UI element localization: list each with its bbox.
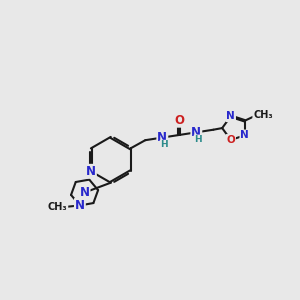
Text: N: N: [86, 165, 96, 178]
Text: N: N: [191, 126, 201, 139]
Text: N: N: [80, 186, 90, 199]
Text: H: H: [160, 140, 168, 149]
Text: N: N: [75, 199, 85, 212]
Text: CH₃: CH₃: [253, 110, 273, 120]
Text: N: N: [157, 131, 167, 144]
Text: H: H: [194, 135, 202, 144]
Text: N: N: [240, 130, 249, 140]
Text: N: N: [226, 111, 235, 121]
Text: O: O: [174, 114, 184, 127]
Text: O: O: [226, 135, 235, 145]
Text: CH₃: CH₃: [48, 202, 68, 212]
